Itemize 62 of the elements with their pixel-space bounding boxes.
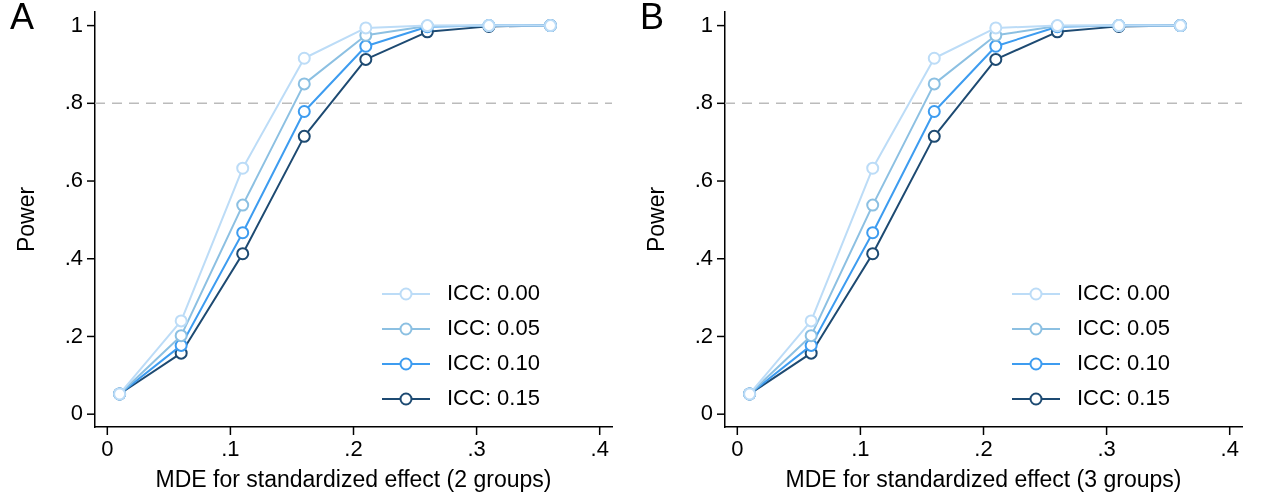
x-axis-title: MDE for standardized effect (3 groups)	[785, 465, 1182, 492]
x-tick-label: .4	[590, 436, 609, 462]
legend-label: ICC: 0.00	[1077, 280, 1170, 306]
x-tick-label: .2	[344, 436, 363, 462]
point	[236, 226, 250, 240]
point	[236, 198, 250, 212]
legend-label: ICC: 0.10	[447, 350, 540, 376]
point	[174, 329, 188, 343]
y-tick-label: .4	[64, 244, 83, 270]
legend-label: ICC: 0.05	[447, 315, 540, 341]
point	[804, 329, 818, 343]
x-tick-label: .3	[1097, 436, 1116, 462]
point	[804, 314, 818, 328]
point	[297, 129, 311, 143]
y-tick-label: 1	[70, 11, 83, 37]
point	[927, 104, 941, 118]
point	[989, 39, 1003, 53]
x-tick-label: .2	[974, 436, 993, 462]
y-axis-title: Power	[13, 186, 40, 253]
point	[927, 129, 941, 143]
legend-label: ICC: 0.15	[1077, 385, 1170, 411]
legend-label: ICC: 0.15	[447, 385, 540, 411]
y-tick-label: 0	[700, 400, 713, 426]
y-tick-label: 1	[700, 11, 713, 37]
point	[866, 226, 880, 240]
y-tick-label: .2	[64, 322, 83, 348]
point	[866, 247, 880, 261]
y-tick-label: .4	[694, 244, 713, 270]
legend-label: ICC: 0.05	[1077, 315, 1170, 341]
point	[866, 161, 880, 175]
x-axis-title: MDE for standardized effect (2 groups)	[155, 465, 552, 492]
y-tick-label: .2	[694, 322, 713, 348]
y-tick-label: .8	[694, 89, 713, 115]
point	[927, 77, 941, 91]
point	[359, 39, 373, 53]
point	[927, 51, 941, 65]
x-tick-label: .1	[221, 436, 240, 462]
point	[297, 51, 311, 65]
point	[989, 21, 1003, 35]
y-tick-label: .6	[694, 167, 713, 193]
x-tick-label: .4	[1220, 436, 1239, 462]
point	[297, 104, 311, 118]
point	[236, 247, 250, 261]
point	[359, 52, 373, 66]
point	[297, 77, 311, 91]
x-tick-label: 0	[731, 436, 744, 462]
y-tick-label: .6	[64, 167, 83, 193]
legend-label: ICC: 0.10	[1077, 350, 1170, 376]
point	[359, 21, 373, 35]
x-tick-label: 0	[101, 436, 114, 462]
y-axis-title: Power	[643, 186, 670, 253]
y-tick-label: 0	[70, 400, 83, 426]
point	[989, 52, 1003, 66]
point	[236, 161, 250, 175]
chart-title: B	[640, 0, 665, 38]
legend-label: ICC: 0.00	[447, 280, 540, 306]
point	[866, 198, 880, 212]
chart-title: A	[10, 0, 35, 38]
y-tick-label: .8	[64, 89, 83, 115]
x-tick-label: .3	[467, 436, 486, 462]
point	[174, 314, 188, 328]
x-tick-label: .1	[851, 436, 870, 462]
